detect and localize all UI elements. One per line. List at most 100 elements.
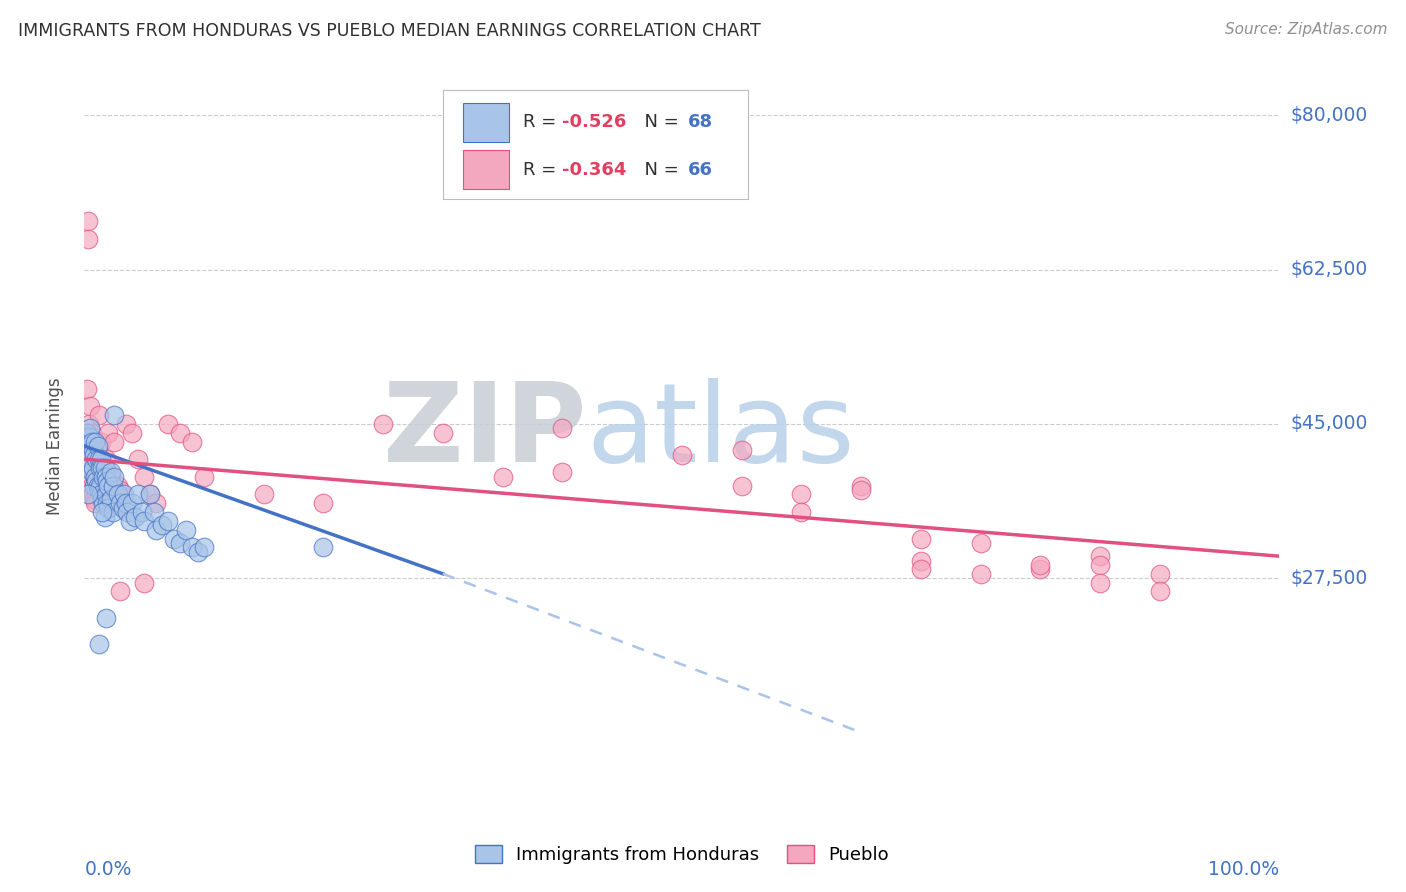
Point [127, 452, 149, 467]
FancyBboxPatch shape [463, 103, 509, 142]
Text: ZIP: ZIP [382, 377, 586, 484]
Point [77, 487, 100, 501]
Point [77, 443, 100, 458]
Point [86, 470, 108, 484]
Point [131, 505, 153, 519]
Point [82, 461, 104, 475]
Point [94, 452, 117, 467]
Point [96, 496, 118, 510]
Point [373, 417, 395, 431]
Point [145, 496, 167, 510]
Point [174, 523, 197, 537]
Point [93, 470, 115, 484]
Point [79, 421, 101, 435]
Text: $27,500: $27,500 [1291, 569, 1368, 588]
Point [77, 430, 100, 444]
Point [139, 487, 162, 501]
Point [193, 470, 215, 484]
Point [910, 553, 932, 567]
Point [1090, 549, 1112, 564]
Point [118, 514, 141, 528]
Point [101, 478, 124, 492]
Point [492, 470, 515, 484]
Point [1090, 575, 1112, 590]
Point [110, 496, 132, 510]
Point [97, 425, 120, 440]
Point [121, 425, 143, 440]
Point [181, 434, 204, 449]
Point [76, 382, 98, 396]
Point [145, 523, 167, 537]
Point [731, 443, 754, 458]
Point [83, 448, 105, 462]
Point [77, 214, 100, 228]
Point [157, 514, 180, 528]
Point [139, 487, 162, 501]
Point [1029, 562, 1052, 576]
Point [910, 532, 932, 546]
Text: N =: N = [633, 161, 685, 178]
Text: 0.0%: 0.0% [84, 860, 132, 879]
Point [851, 483, 873, 497]
Text: $62,500: $62,500 [1291, 260, 1368, 279]
Point [77, 461, 100, 475]
Point [97, 478, 120, 492]
Point [100, 470, 122, 484]
Point [80, 425, 103, 440]
Point [93, 478, 115, 492]
Point [84, 470, 107, 484]
Point [80, 478, 103, 492]
Point [101, 505, 124, 519]
Point [93, 496, 115, 510]
Text: N =: N = [633, 113, 685, 131]
Point [132, 514, 156, 528]
Point [115, 496, 138, 510]
Point [91, 461, 114, 475]
Point [86, 475, 108, 489]
Point [76, 434, 98, 449]
Point [77, 461, 100, 475]
Point [96, 475, 118, 489]
Point [112, 487, 135, 501]
Point [132, 470, 156, 484]
Point [97, 500, 120, 515]
Point [83, 434, 105, 449]
Point [107, 478, 129, 492]
FancyBboxPatch shape [443, 90, 748, 199]
Point [79, 470, 101, 484]
Point [90, 434, 112, 449]
Text: Source: ZipAtlas.com: Source: ZipAtlas.com [1225, 22, 1388, 37]
Point [970, 536, 993, 550]
Point [90, 487, 112, 501]
Point [103, 434, 125, 449]
Point [432, 425, 454, 440]
Point [731, 478, 754, 492]
Point [87, 483, 110, 497]
Point [94, 470, 117, 484]
Point [312, 496, 335, 510]
FancyBboxPatch shape [463, 150, 509, 189]
Point [80, 434, 103, 449]
Point [551, 466, 574, 480]
Point [80, 466, 103, 480]
Point [89, 452, 111, 467]
Text: R =: R = [523, 161, 562, 178]
Point [79, 400, 101, 414]
Point [84, 496, 107, 510]
Point [96, 466, 118, 480]
Point [87, 408, 110, 422]
Y-axis label: Median Earnings: Median Earnings [45, 377, 63, 515]
Text: 68: 68 [688, 113, 713, 131]
Point [312, 541, 335, 555]
Point [93, 509, 115, 524]
Point [163, 532, 186, 546]
Point [90, 452, 112, 467]
Point [671, 448, 693, 462]
Point [551, 421, 574, 435]
Point [117, 505, 139, 519]
Point [86, 452, 108, 467]
Point [91, 461, 114, 475]
Legend: Immigrants from Honduras, Pueblo: Immigrants from Honduras, Pueblo [468, 838, 896, 871]
Point [86, 478, 108, 492]
Point [86, 439, 108, 453]
